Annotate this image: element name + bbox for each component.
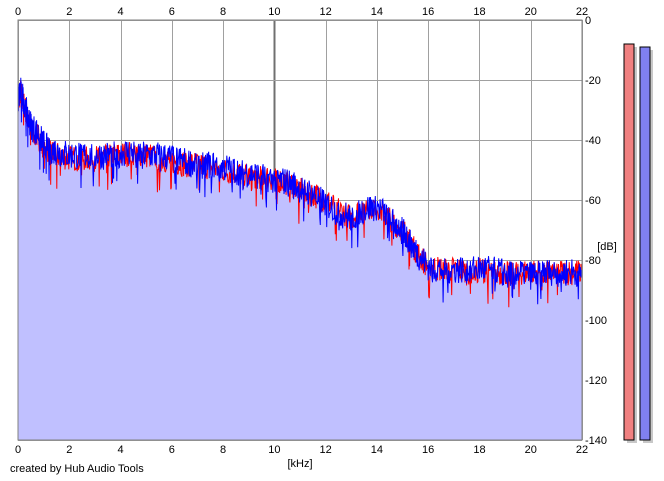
x-tick-label-top: 18	[473, 6, 485, 18]
y-tick-label: -120	[585, 375, 607, 387]
x-tick-label-top: 8	[220, 6, 226, 18]
x-tick-label-bottom: 6	[169, 444, 175, 456]
x-tick-label-bottom: 20	[525, 444, 537, 456]
x-axis-label: [kHz]	[287, 458, 312, 470]
x-tick-label-top: 2	[66, 6, 72, 18]
y-tick-label: -140	[585, 435, 607, 447]
x-tick-label-top: 16	[422, 6, 434, 18]
spectrum-fill	[18, 77, 582, 440]
x-tick-label-bottom: 8	[220, 444, 226, 456]
x-tick-label-bottom: 18	[473, 444, 485, 456]
x-tick-label-bottom: 2	[66, 444, 72, 456]
series-line-blue	[17, 77, 583, 305]
y-tick-label: -100	[585, 315, 607, 327]
spectrum-lines	[17, 77, 583, 308]
x-tick-label-top: 20	[525, 6, 537, 18]
x-tick-label-bottom: 10	[268, 444, 280, 456]
x-tick-label-top: 4	[117, 6, 123, 18]
y-tick-label: -40	[585, 135, 601, 147]
x-axis-bottom: 0 2 4 6 8 10 12 14 16 18 20 22	[15, 444, 588, 456]
x-tick-label-bottom: 0	[15, 444, 21, 456]
y-axis-label: [dB]	[597, 241, 617, 253]
level-meter-right	[639, 46, 651, 441]
y-tick-label: -80	[585, 255, 601, 267]
x-tick-label-top: 6	[169, 6, 175, 18]
x-tick-label-top: 10	[268, 6, 280, 18]
x-tick-label-top: 12	[320, 6, 332, 18]
x-tick-label-bottom: 4	[117, 444, 123, 456]
y-tick-label: -60	[585, 195, 601, 207]
spectrum-area	[18, 77, 582, 440]
x-tick-label-top: 14	[371, 6, 383, 18]
x-tick-label-bottom: 12	[320, 444, 332, 456]
plot-frame	[17, 19, 583, 441]
x-tick-label-bottom: 22	[576, 444, 588, 456]
level-meters	[623, 43, 653, 443]
y-axis-right: 0 -20 -40 -60 -80 -100 -120 -140	[585, 15, 607, 447]
x-tick-label-top: 22	[576, 6, 588, 18]
x-tick-label-bottom: 16	[422, 444, 434, 456]
level-meter-left	[623, 43, 635, 441]
credit-text: created by Hub Audio Tools	[10, 463, 144, 475]
x-tick-label-bottom: 14	[371, 444, 383, 456]
x-axis-top: 0 2 4 6 8 10 12 14 16 18 20 22	[15, 6, 588, 18]
x-tick-label-top: 0	[15, 6, 21, 18]
y-tick-label: 0	[585, 15, 591, 27]
y-tick-label: -20	[585, 75, 601, 87]
